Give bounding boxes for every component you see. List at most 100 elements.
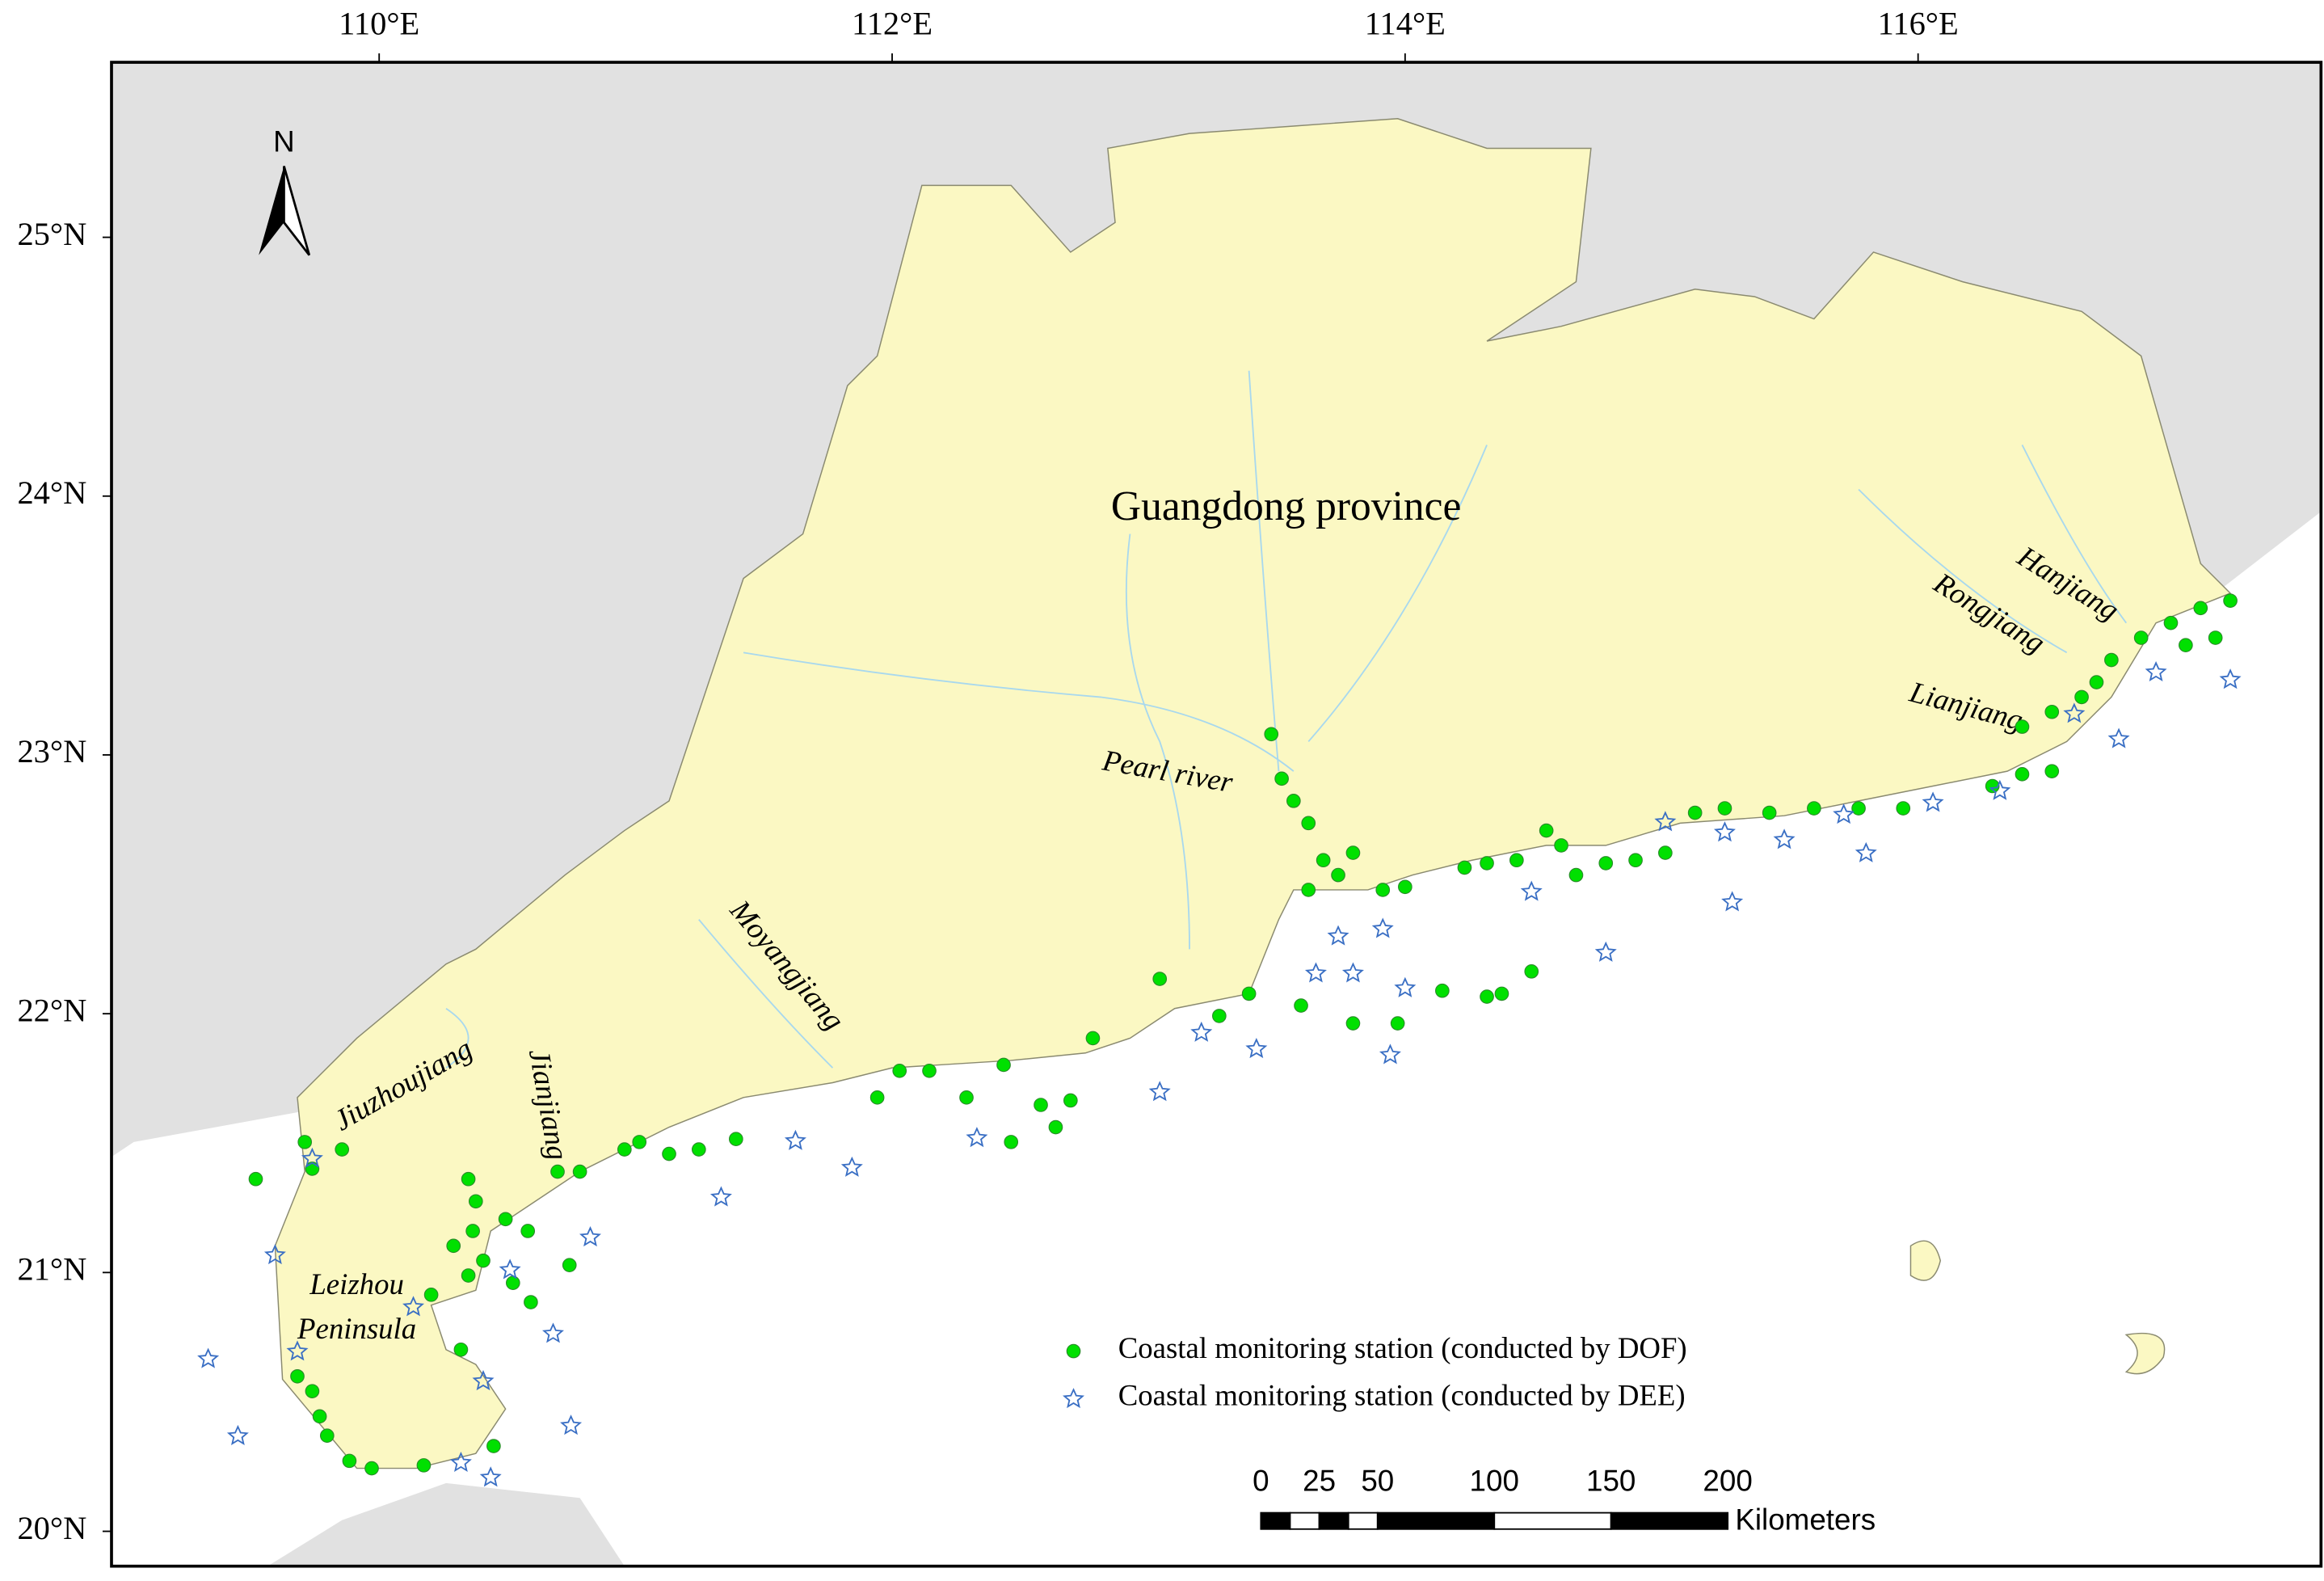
dof-station <box>468 1194 483 1209</box>
dof-station <box>423 1288 439 1302</box>
dee-station <box>449 1451 472 1473</box>
dof-station <box>1301 816 1316 831</box>
scale-tick-label: 150 <box>1586 1465 1636 1498</box>
dof-station <box>691 1142 706 1157</box>
dof-station <box>572 1164 587 1179</box>
dee-station <box>1327 925 1349 946</box>
scale-segment <box>1289 1511 1320 1530</box>
dee-station <box>1594 941 1617 962</box>
dee-station <box>1304 962 1327 983</box>
dof-station <box>297 1135 313 1149</box>
scale-tick-label: 25 <box>1303 1465 1336 1498</box>
dof-station <box>1152 972 1168 986</box>
legend-label: Coastal monitoring station (conducted by… <box>1118 1379 1686 1412</box>
rivers <box>445 370 2128 1069</box>
dof-station <box>524 1295 538 1309</box>
lon-tick-label: 112°E <box>852 5 933 41</box>
dee-station <box>542 1322 564 1343</box>
dof-station <box>1301 883 1316 897</box>
dee-station <box>1654 811 1677 832</box>
dof-station <box>1480 856 1494 871</box>
scale-unit: Kilometers <box>1735 1503 1876 1536</box>
dof-station <box>1509 853 1524 868</box>
dof-station <box>1554 838 1568 853</box>
dof-station <box>1628 853 1643 868</box>
dof-station <box>1048 1119 1063 1135</box>
dee-station <box>197 1347 220 1368</box>
dof-station <box>520 1224 536 1238</box>
legend-label: Coastal monitoring station (conducted by… <box>1118 1331 1687 1364</box>
dof-station <box>2193 601 2208 616</box>
dee-station <box>1190 1021 1213 1042</box>
dee-station <box>1245 1038 1268 1059</box>
dee-station <box>709 1186 732 1207</box>
dof-station <box>2208 630 2223 645</box>
hainan-land <box>267 1482 625 1566</box>
dof-station <box>1004 1135 1019 1149</box>
dof-station <box>1457 860 1472 875</box>
dof-station <box>1390 1016 1405 1031</box>
dee-station <box>579 1226 601 1247</box>
dee-station <box>1394 976 1417 997</box>
stations <box>197 593 2242 1487</box>
dof-station <box>550 1164 565 1179</box>
dee-station <box>1379 1043 1401 1065</box>
scale-tick-label: 200 <box>1703 1465 1752 1498</box>
dof-station <box>1807 801 1821 816</box>
lon-tick-label: 114°E <box>1365 5 1446 41</box>
dee-station <box>1721 891 1744 912</box>
dof-station <box>1494 986 1509 1001</box>
dof-station <box>1264 727 1279 742</box>
dof-station <box>319 1428 335 1443</box>
dee-station <box>263 1244 286 1265</box>
dee-station <box>1520 880 1543 901</box>
dof-station <box>305 1384 320 1398</box>
dof-station <box>2104 652 2119 668</box>
dof-station <box>2015 719 2030 734</box>
dee-station <box>499 1258 521 1280</box>
dee-station <box>1713 821 1736 842</box>
dof-station <box>1241 986 1257 1001</box>
scale-segment <box>1493 1511 1612 1530</box>
dof-station <box>1331 867 1345 883</box>
dof-station <box>1539 823 1554 838</box>
dof-station <box>2133 630 2149 645</box>
scale-tick-label: 100 <box>1470 1465 1519 1498</box>
scale-segment <box>1610 1511 1729 1530</box>
scale-tick-label: 50 <box>1361 1465 1394 1498</box>
dof-station <box>662 1146 676 1162</box>
peninsula-label: Leizhou <box>309 1267 404 1301</box>
dof-station <box>1274 771 1289 786</box>
dee-station <box>2219 668 2242 689</box>
dee-station <box>472 1370 495 1391</box>
dee-station <box>301 1147 323 1168</box>
dof-station <box>1063 1093 1078 1108</box>
scale-tick-label: 0 <box>1253 1465 1269 1498</box>
dof-station <box>1286 794 1301 808</box>
dof-station <box>1985 778 2000 794</box>
lat-tick-label: 23°N <box>17 733 86 769</box>
dee-station <box>1371 917 1394 938</box>
dof-station <box>1598 856 1614 871</box>
dof-station <box>1851 801 1866 816</box>
dof-station <box>1568 867 1584 883</box>
dof-station <box>2044 704 2060 719</box>
lat-tick-label: 25°N <box>17 216 86 252</box>
dof-station <box>1212 1009 1227 1023</box>
dof-station <box>416 1458 432 1473</box>
dof-station <box>2163 615 2179 630</box>
dee-station <box>966 1127 988 1148</box>
dof-station <box>922 1063 937 1078</box>
dof-station <box>465 1224 480 1238</box>
scale-segment <box>1347 1511 1379 1530</box>
dof-station <box>1034 1098 1048 1112</box>
dee-station <box>226 1424 249 1446</box>
islands <box>1909 1240 2166 1375</box>
dof-station <box>2089 675 2104 689</box>
dof-station <box>1375 883 1391 897</box>
dee-station <box>1773 828 1796 850</box>
dof-station <box>2044 764 2060 778</box>
lon-tick-label: 116°E <box>1878 5 1959 41</box>
dof-station <box>248 1171 263 1187</box>
